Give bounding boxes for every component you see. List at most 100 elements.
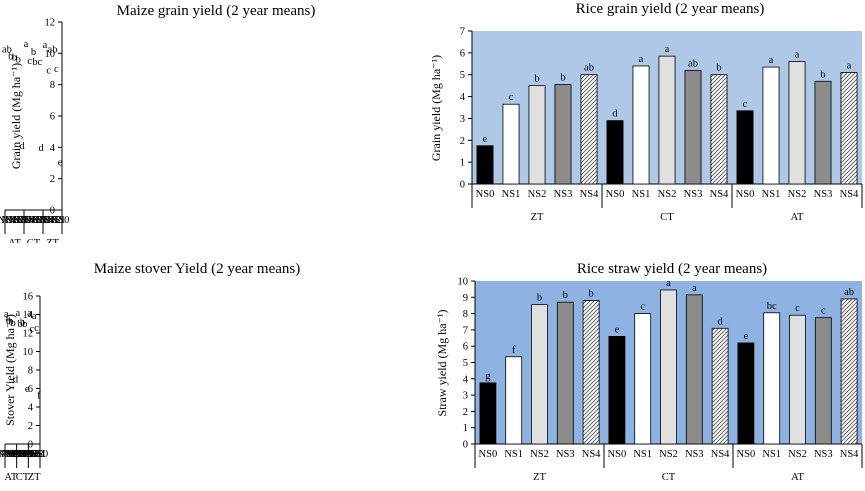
bar-at-ns4 [840,298,858,445]
x-tick-label: NS1 [47,215,66,226]
y-tick-label: 5 [463,358,468,369]
x-tick-label: NS1 [762,449,781,460]
significance-label: d [717,316,723,327]
bar-at-ns1 [763,312,781,445]
x-tick-label: NS2 [788,449,807,460]
bar-zt-ns3 [554,84,572,185]
y-tick-label: 8 [463,309,468,320]
significance-label: c [509,92,514,103]
chart-title: Maize grain yield (2 year means) [117,3,316,19]
bar-zt-ns2 [528,85,546,185]
x-tick-label: NS2 [658,189,677,200]
group-label: CT [660,212,674,223]
significance-label: a [795,50,800,61]
y-tick-label: 4 [463,374,469,385]
bar-zt-ns2 [531,304,548,445]
significance-label: f [37,390,41,401]
y-tick-label: 8 [50,80,55,91]
significance-label: a [639,54,644,65]
y-tick-label: 6 [50,112,55,123]
bar-ct-ns3 [684,69,702,185]
bar-ct-ns4 [711,327,729,445]
x-tick-label: NS1 [15,449,34,460]
x-tick-label: NS3 [556,449,575,460]
bar-ct-ns0 [606,120,624,185]
significance-label: d [13,375,19,386]
x-tick-label: NS1 [633,449,652,460]
significance-label: b [588,289,593,300]
x-tick-label: NS4 [580,189,599,200]
bar-zt-ns4 [580,74,598,185]
y-tick-label: 14 [23,310,34,321]
x-tick-label: NS3 [684,189,703,200]
x-tick-label: NS3 [22,449,41,460]
significance-label: d [19,141,25,152]
significance-label: c [29,324,34,335]
significance-label: c [821,306,826,317]
bar-at-ns0 [736,110,754,185]
x-tick-label: NS0 [6,449,25,460]
significance-label: f [512,345,516,356]
significance-label: a [43,40,48,51]
significance-label: c [54,64,59,75]
maize-grain-yield-chart: Maize grain yield (2 year means) 0 2 4 6 8 10 1… [0,0,432,249]
bar-zt-ns0 [479,382,497,445]
significance-label: bc [32,57,42,68]
significance-label: b [22,319,27,330]
y-tick-label: 2 [460,136,465,147]
significance-label: c [640,302,645,313]
significance-label: a [666,278,671,289]
x-tick-label: NS0 [29,449,48,460]
significance-label: b [12,52,17,63]
x-tick-label: NS0 [479,449,498,460]
bar-ct-ns1 [632,65,650,185]
y-tick-label: 10 [23,347,34,358]
x-tick-label: NS0 [608,449,627,460]
x-tick-label: NS1 [9,215,28,226]
x-tick-label: NS3 [1,215,20,226]
maize-stover-yield-chart: Maize stover Yield (2 year means) 0 2 4 6 8 10… [0,243,432,486]
bar-at-ns3 [814,80,832,185]
significance-label: d [38,143,44,154]
x-tick-label: NS1 [27,449,46,460]
bar-ct-ns3 [685,294,703,445]
y-tick-label: 2 [50,174,55,185]
x-tick-label: NS2 [24,215,43,226]
x-tick-label: NS2 [5,215,24,226]
x-tick-label: NS0 [737,449,756,460]
x-tick-label: NS4 [840,449,859,460]
x-tick-label: NS2 [13,449,32,460]
significance-label: b [563,290,568,301]
significance-label: ab [2,44,12,55]
group-label: AT [4,472,17,483]
y-tick-label: 12 [45,18,56,29]
x-tick-label: NS0 [13,215,32,226]
x-tick-label: NS3 [554,189,573,200]
group-label: ZT [28,472,41,483]
y-tick-label: 6 [28,384,33,395]
significance-label: ab [844,287,854,298]
bar-zt-ns0 [476,145,494,185]
y-tick-label: 0 [463,440,468,451]
x-tick-label: NS2 [528,189,547,200]
chart-title: Maize stover Yield (2 year means) [94,261,300,277]
y-tick-label: 10 [458,277,469,288]
group-label: ZT [531,212,544,223]
significance-label: a [32,311,37,322]
group-label: AT [791,472,804,483]
bar-ct-ns2 [660,289,677,445]
significance-label: a [847,61,852,72]
bar-ct-ns4 [710,74,728,185]
x-tick-label: NS2 [530,449,549,460]
x-tick-label: NS3 [20,215,39,226]
group-label: CT [16,472,30,483]
y-tick-label: 12 [23,329,34,340]
x-tick-label: NS3 [0,449,18,460]
significance-label: a [4,309,9,320]
y-tick-label: 6 [460,48,465,59]
significance-label: d [612,109,618,120]
bar-zt-ns1 [505,356,523,445]
y-tick-label: 1 [460,158,465,169]
x-tick-label: NS0 [476,189,495,200]
significance-label: e [58,157,63,168]
